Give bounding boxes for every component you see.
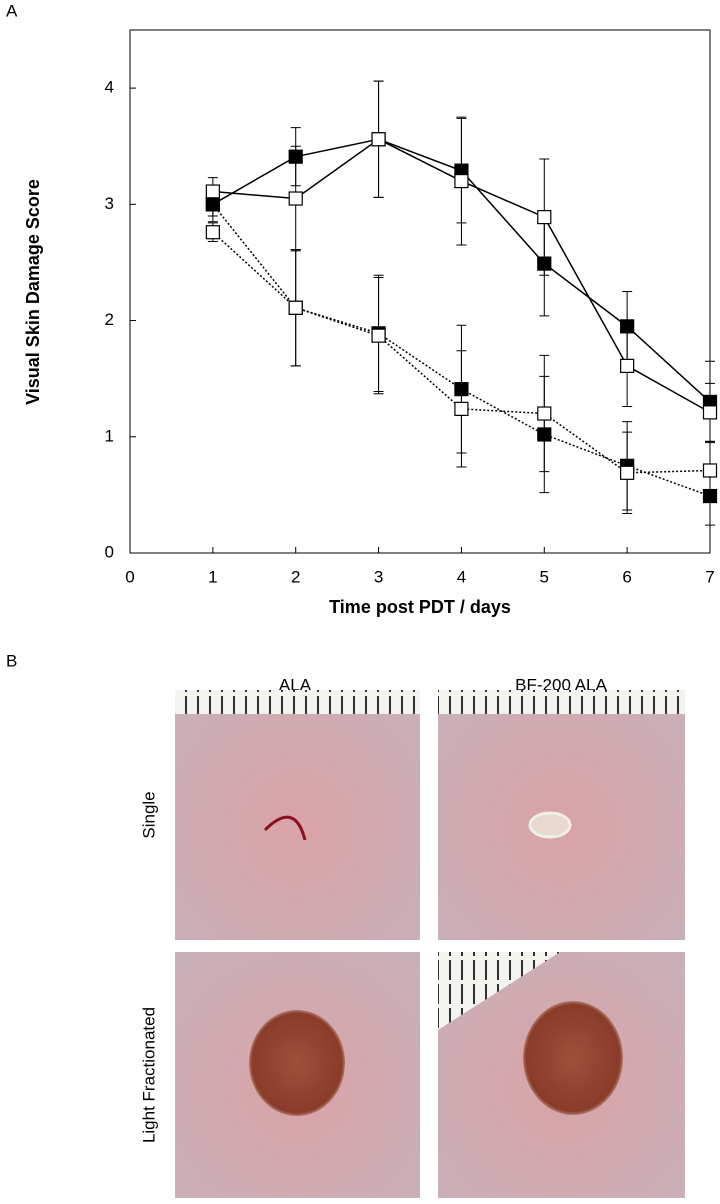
x-tick-label: 1 bbox=[208, 567, 217, 586]
marker bbox=[537, 256, 552, 271]
row-header: Light Fractionated bbox=[139, 1007, 158, 1143]
y-axis-label: Visual Skin Damage Score bbox=[23, 179, 43, 405]
photo bbox=[438, 690, 685, 940]
marker bbox=[454, 173, 469, 189]
x-tick-label: 3 bbox=[374, 567, 383, 586]
marker bbox=[205, 225, 220, 240]
marker bbox=[454, 382, 469, 397]
column-header: ALA bbox=[279, 675, 312, 694]
photo bbox=[175, 952, 420, 1198]
photo bbox=[438, 952, 685, 1198]
x-tick-label: 4 bbox=[457, 567, 466, 586]
marker bbox=[371, 328, 386, 343]
marker bbox=[620, 465, 635, 480]
marker bbox=[371, 132, 386, 147]
x-tick-label: 7 bbox=[705, 567, 714, 586]
marker bbox=[537, 427, 552, 442]
marker bbox=[702, 405, 718, 420]
row-header: Single bbox=[139, 791, 158, 838]
x-axis-label: Time post PDT / days bbox=[329, 597, 511, 617]
marker bbox=[288, 300, 303, 315]
marker bbox=[205, 184, 220, 199]
y-tick-label: 2 bbox=[105, 310, 114, 329]
marker bbox=[702, 463, 718, 478]
y-tick-label: 4 bbox=[105, 78, 114, 97]
y-tick-label: 3 bbox=[105, 194, 114, 213]
panel-label: A bbox=[6, 1, 18, 20]
marker bbox=[702, 488, 718, 504]
marker bbox=[537, 210, 552, 225]
plot-frame bbox=[129, 29, 711, 554]
y-tick-label: 1 bbox=[105, 426, 114, 445]
marker bbox=[205, 197, 220, 212]
column-header: BF-200 ALA bbox=[515, 675, 607, 694]
marker bbox=[620, 319, 635, 334]
panel-label: B bbox=[6, 651, 17, 670]
x-tick-label: 0 bbox=[125, 567, 134, 586]
x-tick-label: 2 bbox=[291, 567, 300, 586]
marker bbox=[288, 149, 303, 164]
y-tick-label: 0 bbox=[105, 542, 114, 561]
marker bbox=[620, 358, 635, 373]
marker bbox=[537, 406, 552, 421]
photo bbox=[175, 690, 420, 940]
x-tick-label: 5 bbox=[540, 567, 549, 586]
marker bbox=[454, 401, 469, 416]
marker bbox=[288, 191, 303, 206]
x-tick-label: 6 bbox=[622, 567, 631, 586]
